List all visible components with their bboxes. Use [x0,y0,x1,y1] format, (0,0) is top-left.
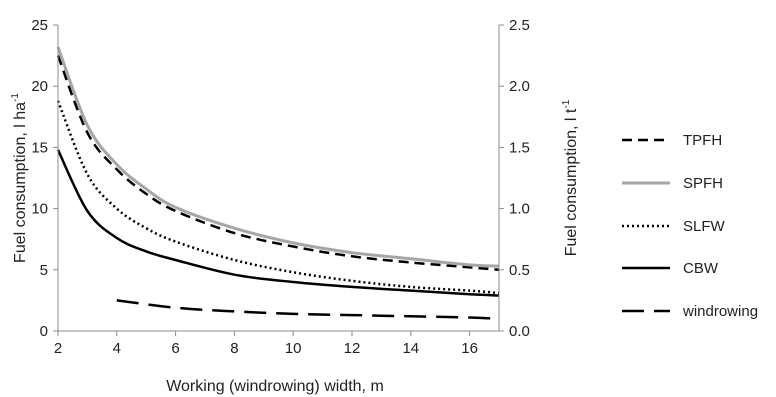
right-y-tick-label: 2.5 [509,17,530,34]
left-y-tick-label: 15 [31,139,48,156]
x-axis-title: Working (windrowing) width, m [166,378,384,395]
right-y-tick-label: 1.0 [509,201,530,218]
series-lines [56,46,500,321]
legend: TPFH SPFH SLFW CBW windrowing [622,132,758,320]
legend-label-tpfh: TPFH [683,132,722,149]
right-y-axis-title: Fuel consumption, l t-1 [561,99,580,256]
right-y-axis-title-main: Fuel consumption, l t [563,108,580,256]
right-y-tick-label: 0.0 [509,323,530,340]
left-y-axis-title-main: Fuel consumption, l ha [12,102,29,263]
right-y-axis-title-sup: -1 [561,99,572,108]
left-y-tick-label: 20 [31,78,48,95]
legend-label-cbw: CBW [683,260,719,277]
legend-label-windrowing: windrowing [682,303,758,320]
right-y-tick-label: 2.0 [509,78,530,95]
series-line-windrowing [116,299,500,321]
left-y-axis-title: Fuel consumption, l ha-1 [10,93,29,263]
left-y-tick-label: 5 [40,262,48,279]
axes: 2 4 6 8 10 12 14 16 0 5 10 15 20 25 0.0 0.5 1.0 1.5 2.0 2… [31,17,530,357]
x-tick-label: 6 [171,340,179,357]
left-y-tick-label: 25 [31,17,48,34]
right-y-tick-label: 1.5 [509,139,530,156]
x-tick-label: 10 [285,340,302,357]
left-y-tick-group: 0 5 10 15 20 25 [31,17,58,340]
series-line-cbw [56,149,500,297]
series-line-spfh [56,46,500,268]
x-tick-group: 2 4 6 8 10 12 14 16 [54,331,478,357]
right-y-tick-group: 0.0 0.5 1.0 1.5 2.0 2.5 [499,17,530,340]
x-tick-label: 12 [344,340,361,357]
legend-label-spfh: SPFH [683,175,723,192]
x-tick-label: 16 [461,340,478,357]
legend-label-slfw: SLFW [683,218,726,235]
x-tick-label: 8 [230,340,238,357]
x-tick-label: 14 [402,340,419,357]
plot-area [56,46,500,321]
left-y-tick-label: 0 [40,323,48,340]
left-y-axis-title-sup: -1 [10,93,21,102]
x-tick-label: 4 [113,340,121,357]
x-tick-label: 2 [54,340,62,357]
series-line-tpfh [56,55,500,272]
right-y-tick-label: 0.5 [509,262,530,279]
left-y-tick-label: 10 [31,201,48,218]
